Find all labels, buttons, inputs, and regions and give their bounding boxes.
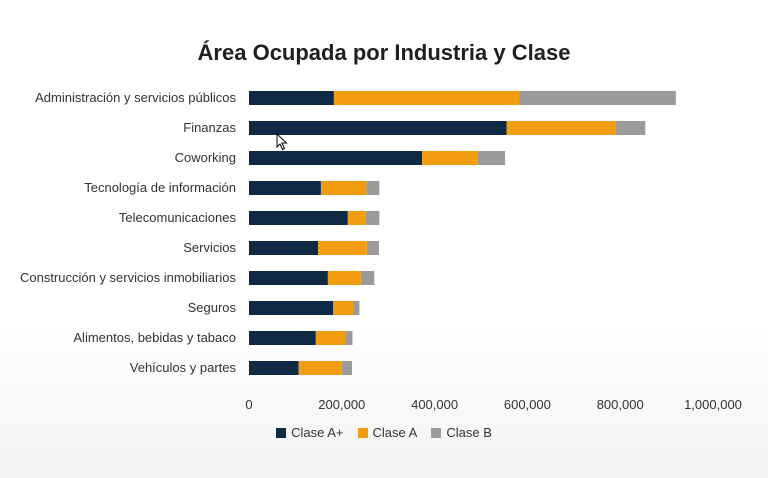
- legend-swatch: [276, 427, 287, 438]
- bar-segment: [477, 151, 506, 165]
- category-label: Vehículos y partes: [130, 360, 237, 375]
- bar-segment: [249, 331, 316, 345]
- bar-segment: [249, 91, 334, 105]
- bar-segment: [320, 181, 367, 195]
- bar-segment: [249, 211, 348, 225]
- x-tick-label: 200,000: [318, 397, 365, 412]
- bar-segment: [249, 121, 507, 135]
- category-label: Tecnología de información: [84, 180, 236, 195]
- bar-segment: [360, 271, 375, 285]
- bar-segment: [345, 331, 353, 345]
- bar-segment: [365, 211, 380, 225]
- category-label: Finanzas: [183, 120, 236, 135]
- legend: Clase A+ Clase A Clase B: [0, 425, 768, 440]
- bar-segment: [249, 181, 321, 195]
- mouse-cursor-icon: [276, 133, 288, 151]
- bar-segment: [249, 301, 333, 315]
- bar-segment: [333, 91, 520, 105]
- legend-item: Clase B: [431, 425, 492, 440]
- legend-item: Clase A+: [276, 425, 344, 440]
- bar-segment: [422, 151, 478, 165]
- bar-segment: [318, 241, 367, 255]
- chart-title: Área Ocupada por Industria y Clase: [197, 40, 571, 65]
- bar-segment: [327, 271, 361, 285]
- bar-segment: [298, 361, 342, 375]
- bar-segment: [519, 91, 676, 105]
- bar-segment: [315, 331, 346, 345]
- x-tick-label: 600,000: [504, 397, 551, 412]
- x-tick-label: 400,000: [411, 397, 458, 412]
- legend-label: Clase A+: [291, 425, 344, 440]
- legend-swatch: [357, 427, 368, 438]
- bar-segment: [341, 361, 353, 375]
- x-tick-label: 1,000,000: [684, 397, 742, 412]
- category-label: Seguros: [188, 300, 237, 315]
- bar-segment: [249, 361, 299, 375]
- bar-segment: [332, 301, 353, 315]
- bar-segment: [249, 271, 328, 285]
- legend-label: Clase A: [372, 425, 418, 440]
- bar-segment: [249, 151, 423, 165]
- category-label: Administración y servicios públicos: [35, 90, 236, 105]
- x-tick-label: 800,000: [597, 397, 644, 412]
- bar-segment: [366, 181, 380, 195]
- category-label: Alimentos, bebidas y tabaco: [73, 330, 236, 345]
- bar-segment: [249, 241, 319, 255]
- bar-segment: [506, 121, 617, 135]
- legend-label: Clase B: [446, 425, 492, 440]
- bar-segment: [616, 121, 646, 135]
- category-label: Telecomunicaciones: [119, 210, 237, 225]
- legend-item: Clase A: [357, 425, 418, 440]
- bar-segment: [352, 301, 360, 315]
- legend-swatch: [431, 427, 442, 438]
- bar-segment: [366, 241, 379, 255]
- category-label: Coworking: [175, 150, 236, 165]
- category-label: Construcción y servicios inmobiliarios: [20, 270, 237, 285]
- bar-segment: [347, 211, 366, 225]
- category-label: Servicios: [183, 240, 236, 255]
- x-tick-label: 0: [245, 397, 252, 412]
